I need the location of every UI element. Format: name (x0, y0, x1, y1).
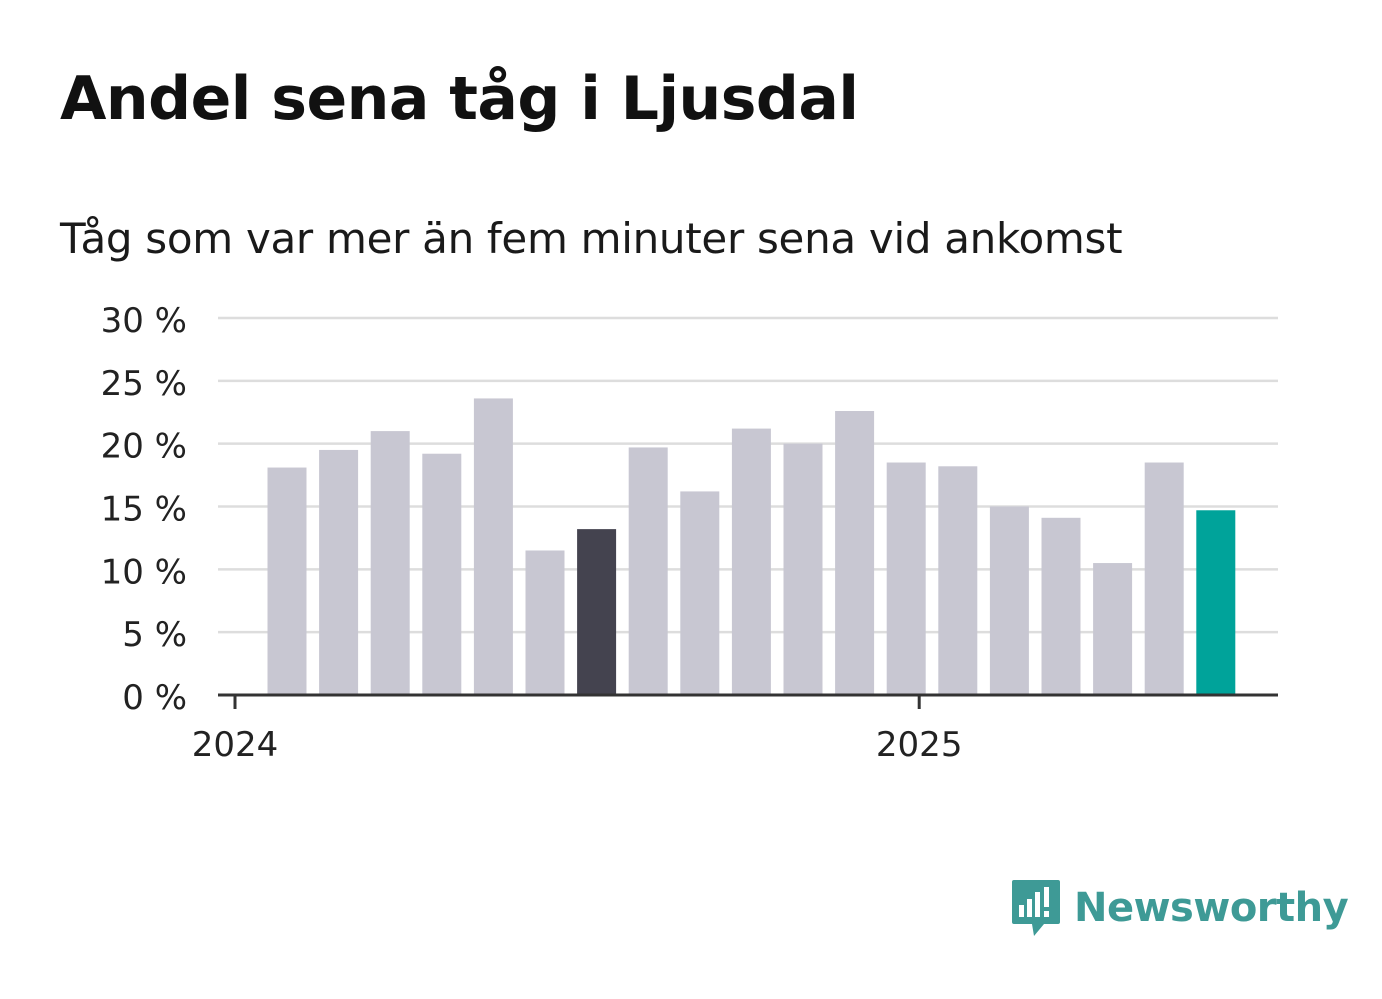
bar-2024-01 (267, 467, 307, 695)
bar-2024-06 (525, 550, 565, 695)
bar-2025-07 (1196, 510, 1236, 695)
bar-2025-06 (1144, 462, 1184, 695)
newsworthy-logo-icon (1012, 880, 1060, 936)
bar-2025-03 (989, 506, 1029, 695)
bar-2024-09 (680, 491, 720, 695)
brand-logo: Newsworthy (1010, 878, 1349, 938)
bar-2024-10 (731, 428, 771, 695)
bar-2024-12 (835, 410, 875, 695)
y-tick-label: 20 % (101, 427, 187, 467)
bar-2024-07 (577, 529, 617, 695)
bar-2024-02 (319, 449, 359, 695)
y-tick-label: 0 % (122, 678, 187, 718)
y-tick-label: 15 % (101, 490, 187, 530)
bar-2024-08 (628, 447, 668, 695)
bar-2025-01 (886, 462, 926, 695)
chart-subtitle: Tåg som var mer än fem minuter sena vid … (60, 214, 1123, 263)
chart-title: Andel sena tåg i Ljusdal (60, 64, 859, 134)
bar-2024-03 (370, 431, 410, 695)
y-tick-label: 30 % (101, 301, 187, 341)
bar-2025-02 (938, 466, 978, 695)
bar-2024-04 (422, 453, 462, 695)
y-tick-label: 10 % (101, 552, 187, 592)
bar-2024-11 (783, 443, 823, 695)
x-tick-label-2025: 2025 (876, 725, 963, 765)
brand-name: Newsworthy (1074, 885, 1349, 931)
y-tick-label: 25 % (101, 364, 187, 404)
x-tick-label-2024: 2024 (192, 725, 279, 765)
bar-2024-05 (473, 398, 513, 695)
bar-2025-04 (1041, 517, 1081, 695)
y-tick-label: 5 % (122, 615, 187, 655)
bar-2025-05 (1093, 563, 1133, 695)
